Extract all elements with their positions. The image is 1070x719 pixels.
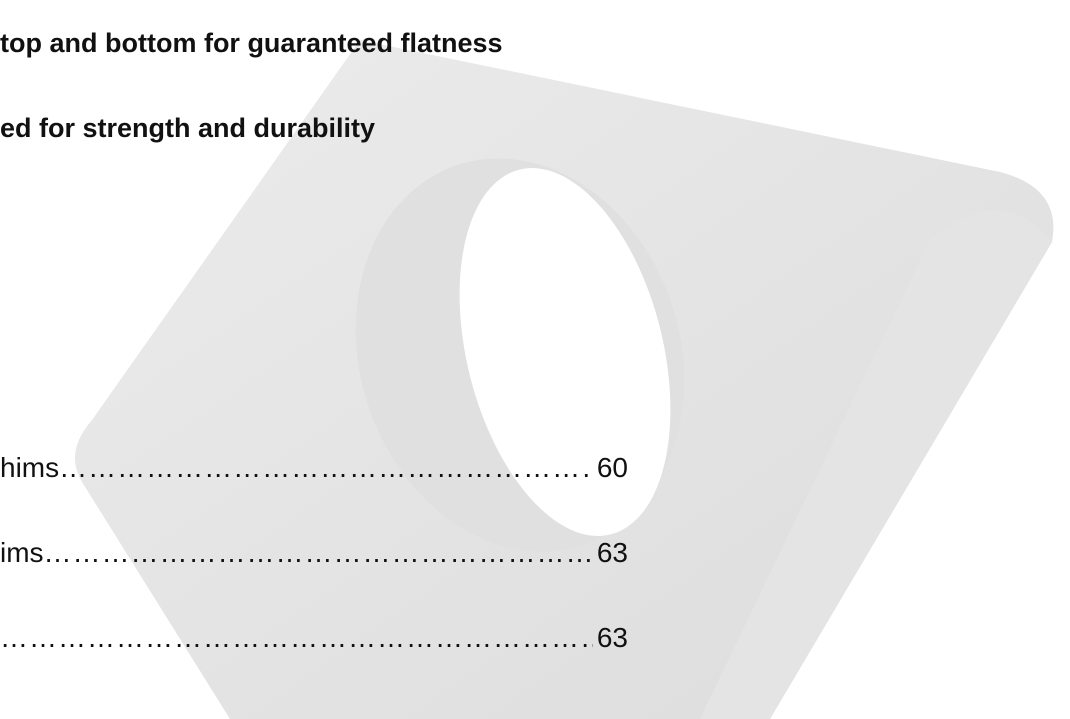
toc-label: ims [0, 537, 44, 568]
shim-edge [700, 210, 1052, 719]
toc-page: 60 [596, 452, 628, 483]
toc-label: hims [0, 452, 60, 483]
toc-page: 63 [596, 537, 628, 568]
toc-entry: 63 [0, 622, 628, 654]
leader [44, 537, 593, 569]
toc-page: 63 [596, 622, 628, 653]
toc-entry: hims 60 [0, 452, 628, 484]
leader [59, 452, 593, 484]
bullet-text: top and bottom for guaranteed flatness [0, 28, 503, 58]
toc-entry: ims 63 [0, 537, 628, 569]
bullet-text: ed for strength and durability [0, 113, 376, 143]
hole [459, 168, 671, 536]
leader [0, 622, 593, 654]
